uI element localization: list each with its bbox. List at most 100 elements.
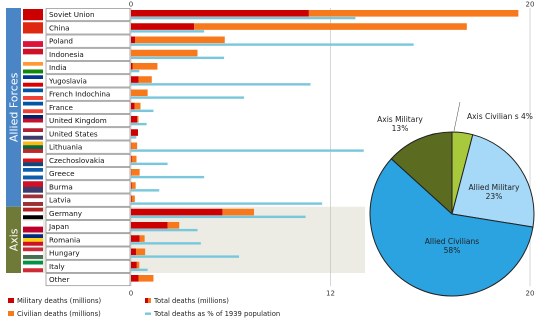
bar-civilian-2 [134,36,225,44]
bar-military-5 [131,76,139,83]
flag-4 [23,62,43,74]
flag-stripe [23,105,43,110]
flag-stripe [23,92,43,97]
flag-5 [23,75,43,87]
flag-stripe [23,141,43,146]
bar-civilian-6 [131,89,148,97]
flag-20 [23,274,43,286]
country-box-17 [45,233,131,247]
flag-stripe [23,175,43,180]
bar-percent-2 [131,43,414,46]
pie-slice-0 [390,131,453,216]
flag-stripe [23,69,43,74]
country-box-14 [45,193,131,207]
x-tick-labels: 0 20 0 12 20 [129,1,535,298]
country-box-5 [45,74,131,88]
flag-18 [23,247,43,259]
legend-swatch-2 [8,311,14,316]
flag-stripe [23,207,43,212]
bar-military-1 [131,23,195,30]
flag-8 [23,115,43,127]
flag-stripe [23,75,43,80]
flag-9 [23,128,43,140]
flag-15 [23,207,43,220]
country-label-1: China [49,23,70,32]
flag-stripe [23,101,43,106]
pie-label-2: Allied Military [469,183,520,192]
bar-percent-4 [131,69,140,73]
bars [131,10,519,282]
country-label-3: Indonesia [49,50,84,59]
flag-1 [23,22,43,34]
flag-stripe [23,62,43,66]
flag-stripe [23,168,43,172]
flag-11 [23,154,43,167]
bar-military-17 [131,235,140,242]
flag-field [23,274,43,286]
flag-stripe [23,118,43,123]
country-box-13 [45,180,131,194]
flag-stripe [23,115,43,119]
country-label-19: Italy [49,262,65,271]
bar-military-19 [131,261,137,269]
bar-military-20 [131,275,139,282]
bar-civilian-3 [131,49,198,57]
country-box-16 [45,220,131,234]
flag-17 [23,234,43,246]
bar-civilian-5 [138,76,152,83]
country-label-7: France [49,103,73,112]
bar-military-8 [131,116,138,123]
bar-percent-12 [131,175,205,179]
country-box-8 [45,114,131,128]
bar-civilian-10 [131,142,138,150]
bar-percent-3 [131,56,225,60]
pie-label-1: Axis Civilian s 4% [467,112,533,121]
pie-pct-2: 23% [486,192,503,201]
flag-16 [23,221,43,233]
country-names: Soviet Union China Poland Indonesia India Yug… [45,8,131,287]
flag-stripe [23,158,43,163]
tick-top-0: 0 [129,1,133,9]
group-labels: Allied Forces Axis [6,8,21,273]
flag-stripe [23,65,43,70]
bar-civilian-20 [138,275,154,282]
bar-civilian-0 [308,10,519,17]
group-band-0 [6,8,21,207]
country-label-20: Other [49,275,69,284]
flag-12 [23,168,43,180]
bar-civilian-7 [134,102,141,110]
country-box-19 [45,259,131,273]
bar-percent-0 [131,16,356,20]
legend-label-3: Total deaths as % of 1939 population [153,310,280,318]
flag-6 [23,88,43,100]
bar-percent-19 [131,268,148,272]
bar-percent-10 [131,149,364,152]
country-box-3 [45,47,131,61]
country-label-2: Poland [49,37,73,46]
flag-stripe [23,82,43,87]
bar-civilian-4 [132,63,158,70]
flag-stripe [23,194,43,199]
bar-civilian-14 [131,195,135,203]
bar-percent-11 [131,162,168,166]
country-box-7 [45,100,131,114]
flag-7 [23,101,43,114]
group-label-1: Axis [8,228,21,251]
tick-bottom-0: 0 [129,289,133,297]
country-box-1 [45,21,131,35]
country-label-5: Yugoslavia [48,76,87,85]
legend-label-1: Total deaths (millions) [153,297,229,305]
country-box-20 [45,273,131,287]
bar-percent-16 [131,228,198,232]
bar-civilian-12 [131,169,140,176]
flag-stripe [23,54,43,61]
legend-label-2: Civilian deaths (millions) [17,310,101,318]
bar-percent-6 [131,96,245,99]
bar-civilian-11 [131,155,137,163]
flag-stripe [23,268,43,273]
country-box-2 [45,34,131,48]
flag-stripe [23,241,43,246]
flag-stripe [23,211,43,216]
country-label-12: Greece [49,169,75,178]
